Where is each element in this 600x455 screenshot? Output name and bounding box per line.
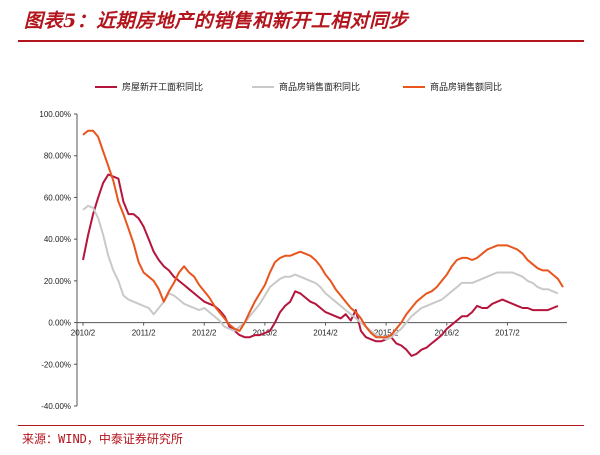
series-line-1 [82, 204, 559, 341]
x-tick-label: 2010/2 [71, 329, 96, 338]
x-tick-label: 2012/2 [192, 329, 217, 338]
legend-label-0: 房屋新开工面积同比 [122, 81, 203, 93]
y-tick-label: 0.00% [48, 319, 71, 328]
y-tick-label: -40.00% [41, 402, 71, 411]
x-tick-label: 2017/2 [495, 329, 520, 338]
legend-label-2: 商品房销售额同比 [430, 81, 502, 93]
source-note: 来源：WIND，中泰证券研究所 [22, 432, 183, 446]
x-tick-label: 2015/2 [374, 329, 399, 338]
y-tick-label: 60.00% [44, 193, 71, 202]
y-axis: -40.00% -20.00% 0.00% 20.00% 40.00% 60.00% 80.… [39, 110, 78, 411]
y-tick-label: 20.00% [44, 277, 71, 286]
series-group [82, 129, 564, 357]
y-tick-label: 100.00% [39, 110, 71, 119]
title-underline [18, 40, 584, 42]
x-tick-label: 2011/2 [132, 329, 156, 338]
series-line-2 [82, 129, 564, 339]
x-tick-label: 2016/2 [435, 329, 460, 338]
y-tick-label: 40.00% [44, 235, 71, 244]
y-tick-label: -20.00% [41, 360, 71, 369]
y-tick-label: 80.00% [44, 152, 71, 161]
x-axis: 2010/2 2011/2 2012/2 2013/2 2014/2 2015/2 2016… [71, 322, 567, 338]
footer-rule [18, 425, 584, 426]
x-tick-label: 2014/2 [313, 329, 338, 338]
series-line-0 [82, 173, 559, 357]
chart-title: 图表5：近期房地产的销售和新开工相对同步 [24, 10, 409, 32]
legend-label-1: 商品房销售面积同比 [279, 81, 360, 93]
legend: 房屋新开工面积同比 商品房销售面积同比 商品房销售额同比 [95, 81, 502, 93]
